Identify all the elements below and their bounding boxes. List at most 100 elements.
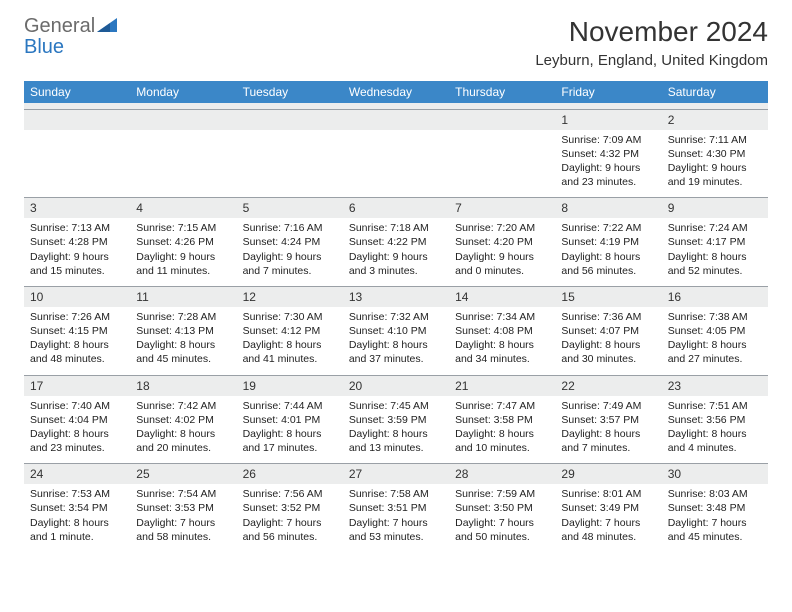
day-cell: Sunrise: 7:13 AMSunset: 4:28 PMDaylight:… — [24, 218, 130, 286]
title-block: November 2024 Leyburn, England, United K… — [535, 16, 768, 69]
day-cell: Sunrise: 7:16 AMSunset: 4:24 PMDaylight:… — [237, 218, 343, 286]
day-cell: Sunrise: 7:34 AMSunset: 4:08 PMDaylight:… — [449, 307, 555, 375]
sunrise-text: Sunrise: 7:13 AM — [30, 221, 124, 235]
daylight-text: Daylight: 8 hours and 30 minutes. — [561, 338, 655, 366]
daylight-text: Daylight: 8 hours and 17 minutes. — [243, 427, 337, 455]
brand-logo: General Blue — [24, 16, 117, 57]
sunrise-text: Sunrise: 7:22 AM — [561, 221, 655, 235]
day-header: Monday — [130, 81, 236, 103]
day-cell: Sunrise: 7:42 AMSunset: 4:02 PMDaylight:… — [130, 396, 236, 464]
sunset-text: Sunset: 3:54 PM — [30, 501, 124, 515]
day-number — [237, 109, 343, 130]
day-number — [343, 109, 449, 130]
page: General Blue November 2024 Leyburn, Engl… — [0, 0, 792, 568]
day-cell — [449, 130, 555, 198]
sunset-text: Sunset: 3:49 PM — [561, 501, 655, 515]
daylight-text: Daylight: 9 hours and 3 minutes. — [349, 250, 443, 278]
sunrise-text: Sunrise: 7:20 AM — [455, 221, 549, 235]
sunrise-text: Sunrise: 7:34 AM — [455, 310, 549, 324]
daylight-text: Daylight: 8 hours and 7 minutes. — [561, 427, 655, 455]
location: Leyburn, England, United Kingdom — [535, 52, 768, 69]
sunset-text: Sunset: 4:13 PM — [136, 324, 230, 338]
day-cell: Sunrise: 8:03 AMSunset: 3:48 PMDaylight:… — [662, 484, 768, 552]
week-info-row: Sunrise: 7:13 AMSunset: 4:28 PM Daylight:… — [24, 218, 768, 286]
daylight-text: Daylight: 8 hours and 10 minutes. — [455, 427, 549, 455]
sunrise-text: Sunrise: 7:28 AM — [136, 310, 230, 324]
day-number: 8 — [555, 198, 661, 219]
day-number: 23 — [662, 375, 768, 396]
day-number: 9 — [662, 198, 768, 219]
day-cell: Sunrise: 7:49 AMSunset: 3:57 PMDaylight:… — [555, 396, 661, 464]
daylight-text: Daylight: 9 hours and 0 minutes. — [455, 250, 549, 278]
week-info-row: Sunrise: 7:09 AMSunset: 4:32 PMDaylight:… — [24, 130, 768, 198]
sunrise-text: Sunrise: 7:26 AM — [30, 310, 124, 324]
day-cell: Sunrise: 7:56 AMSunset: 3:52 PMDaylight:… — [237, 484, 343, 552]
sunset-text: Sunset: 4:26 PM — [136, 235, 230, 249]
day-number: 10 — [24, 286, 130, 307]
daylight-text: Daylight: 7 hours and 56 minutes. — [243, 516, 337, 544]
sunrise-text: Sunrise: 7:49 AM — [561, 399, 655, 413]
day-cell: Sunrise: 7:47 AMSunset: 3:58 PMDaylight:… — [449, 396, 555, 464]
sunset-text: Sunset: 4:07 PM — [561, 324, 655, 338]
day-cell: Sunrise: 7:40 AMSunset: 4:04 PMDaylight:… — [24, 396, 130, 464]
day-cell: Sunrise: 7:20 AMSunset: 4:20 PMDaylight:… — [449, 218, 555, 286]
day-cell: Sunrise: 7:38 AMSunset: 4:05 PMDaylight:… — [662, 307, 768, 375]
day-cell: Sunrise: 7:44 AMSunset: 4:01 PMDaylight:… — [237, 396, 343, 464]
sunset-text: Sunset: 4:08 PM — [455, 324, 549, 338]
day-cell: Sunrise: 7:11 AMSunset: 4:30 PMDaylight:… — [662, 130, 768, 198]
day-cell: Sunrise: 7:59 AMSunset: 3:50 PMDaylight:… — [449, 484, 555, 552]
day-cell — [237, 130, 343, 198]
sunrise-text: Sunrise: 7:11 AM — [668, 133, 762, 147]
sunset-text: Sunset: 3:51 PM — [349, 501, 443, 515]
day-number: 30 — [662, 464, 768, 485]
day-header: Saturday — [662, 81, 768, 103]
brand-name-part1: General — [24, 15, 95, 37]
day-number: 2 — [662, 109, 768, 130]
sunrise-text: Sunrise: 7:47 AM — [455, 399, 549, 413]
day-cell: Sunrise: 7:15 AMSunset: 4:26 PMDaylight:… — [130, 218, 236, 286]
day-cell: Sunrise: 7:54 AMSunset: 3:53 PMDaylight:… — [130, 484, 236, 552]
daylight-text: Daylight: 8 hours and 48 minutes. — [30, 338, 124, 366]
day-number: 7 — [449, 198, 555, 219]
day-header: Thursday — [449, 81, 555, 103]
sunrise-text: Sunrise: 8:01 AM — [561, 487, 655, 501]
sunrise-text: Sunrise: 7:32 AM — [349, 310, 443, 324]
sunset-text: Sunset: 4:30 PM — [668, 147, 762, 161]
day-number: 3 — [24, 198, 130, 219]
sunset-text: Sunset: 4:02 PM — [136, 413, 230, 427]
day-cell: Sunrise: 7:22 AMSunset: 4:19 PMDaylight:… — [555, 218, 661, 286]
sunrise-text: Sunrise: 7:36 AM — [561, 310, 655, 324]
sunrise-text: Sunrise: 7:18 AM — [349, 221, 443, 235]
daylight-text: Daylight: 8 hours and 52 minutes. — [668, 250, 762, 278]
day-number: 21 — [449, 375, 555, 396]
daylight-text: Daylight: 8 hours and 23 minutes. — [30, 427, 124, 455]
daylight-text: Daylight: 8 hours and 20 minutes. — [136, 427, 230, 455]
day-cell: Sunrise: 7:24 AMSunset: 4:17 PMDaylight:… — [662, 218, 768, 286]
day-number: 5 — [237, 198, 343, 219]
sunset-text: Sunset: 3:52 PM — [243, 501, 337, 515]
sunrise-text: Sunrise: 7:56 AM — [243, 487, 337, 501]
brand-name-part2: Blue — [24, 37, 117, 57]
day-cell: Sunrise: 7:45 AMSunset: 3:59 PMDaylight:… — [343, 396, 449, 464]
day-header: Friday — [555, 81, 661, 103]
day-cell: Sunrise: 7:36 AMSunset: 4:07 PMDaylight:… — [555, 307, 661, 375]
day-cell: Sunrise: 8:01 AMSunset: 3:49 PMDaylight:… — [555, 484, 661, 552]
daylight-text: Daylight: 8 hours and 4 minutes. — [668, 427, 762, 455]
day-number: 22 — [555, 375, 661, 396]
day-number: 4 — [130, 198, 236, 219]
sunrise-text: Sunrise: 7:16 AM — [243, 221, 337, 235]
day-cell — [343, 130, 449, 198]
day-number: 13 — [343, 286, 449, 307]
day-number: 11 — [130, 286, 236, 307]
sunset-text: Sunset: 3:57 PM — [561, 413, 655, 427]
month-title: November 2024 — [535, 16, 768, 48]
day-number: 17 — [24, 375, 130, 396]
sunrise-text: Sunrise: 7:42 AM — [136, 399, 230, 413]
day-cell: Sunrise: 7:26 AMSunset: 4:15 PMDaylight:… — [24, 307, 130, 375]
sunrise-text: Sunrise: 7:24 AM — [668, 221, 762, 235]
sunrise-text: Sunrise: 7:09 AM — [561, 133, 655, 147]
sunset-text: Sunset: 4:04 PM — [30, 413, 124, 427]
sunset-text: Sunset: 3:48 PM — [668, 501, 762, 515]
sunrise-text: Sunrise: 7:40 AM — [30, 399, 124, 413]
sunset-text: Sunset: 4:28 PM — [30, 235, 124, 249]
